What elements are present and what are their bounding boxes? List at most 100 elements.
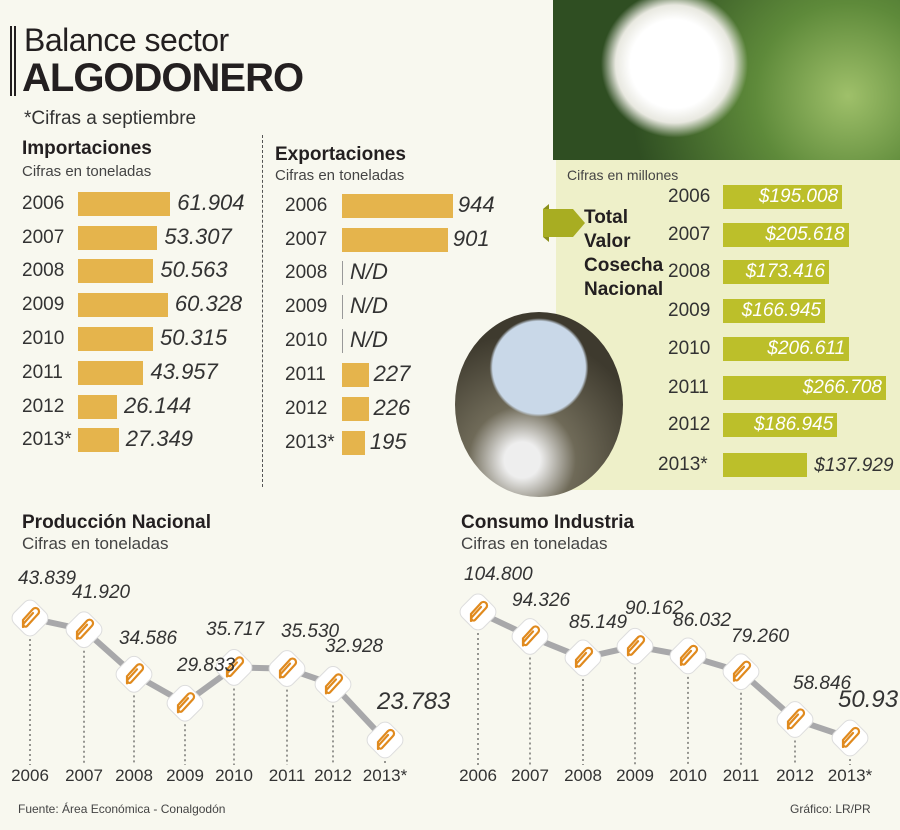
paperclip-icon: [564, 639, 602, 677]
imports-year-label: 2011: [22, 362, 63, 383]
credit: Gráfico: LR/PR: [790, 802, 871, 816]
exports-year-label: 2011: [285, 364, 326, 385]
imports-value-label: 50.563: [160, 257, 228, 282]
exports-bar: [342, 194, 453, 218]
exports-value-label: N/D: [350, 327, 388, 352]
imports-title: Importaciones: [22, 138, 152, 159]
exports-bar: [342, 431, 365, 455]
consumo-value-label: 90.162: [625, 598, 684, 620]
imports-subtitle: Cifras en toneladas: [22, 163, 152, 180]
divider: [262, 135, 263, 487]
paperclip-icon: [616, 627, 654, 665]
cosecha-bar: [723, 453, 808, 477]
imports-value-label: 60.328: [174, 291, 243, 316]
cosecha-bar: [723, 337, 850, 361]
exports-year-label: 2013*: [285, 432, 335, 453]
exports-bar: [342, 228, 448, 252]
exports-value-label: 901: [452, 226, 490, 251]
consumo-value-label: 86.032: [673, 609, 732, 631]
cosecha-value-label: $166.945: [741, 300, 821, 321]
produccion-subtitle: Cifras en toneladas: [22, 534, 169, 553]
cosecha-value-label: $137.929: [814, 455, 894, 476]
cosecha-year-label: 2008: [668, 261, 711, 282]
imports-bar: [78, 259, 154, 283]
produccion-year-label: 2012: [314, 766, 352, 785]
imports-bar: [78, 293, 168, 317]
consumo-year-label: 2006: [459, 766, 497, 785]
paperclip-icon: [511, 618, 549, 655]
imports-value-label: 27.349: [125, 426, 194, 451]
produccion-year-label: 2010: [215, 766, 253, 785]
imports-year-label: 2010: [22, 328, 65, 349]
imports-bar: [78, 226, 158, 250]
paperclip-icon: [314, 665, 352, 703]
exports-year-label: 2008: [285, 262, 328, 283]
consumo-value-label: 79.260: [731, 625, 790, 647]
exports-value-label: 195: [369, 429, 407, 454]
cosecha-bar: [723, 413, 838, 437]
imports-value-label: 61.904: [177, 190, 245, 215]
exports-year-label: 2009: [285, 296, 328, 317]
imports-bar: [78, 361, 144, 385]
paperclip-icon: [669, 637, 707, 675]
cosecha-year-label: 2007: [668, 224, 711, 245]
imports-bar: [78, 428, 119, 452]
produccion-value-label: 32.928: [325, 636, 384, 658]
paperclip-icon: [166, 684, 204, 722]
exports-value-label: 227: [373, 361, 411, 386]
cosecha-year-label: 2009: [668, 300, 711, 321]
imports-bar: [78, 327, 153, 351]
cosecha-bar: [723, 299, 825, 323]
cotton-boll-photo: [553, 0, 900, 160]
paperclip-icon: [268, 650, 306, 687]
imports-year-label: 2008: [22, 260, 65, 281]
produccion-year-label: 2009: [166, 766, 204, 785]
exports-nd-line: [342, 329, 343, 353]
paperclip-icon: [115, 655, 153, 693]
exports-nd-line: [342, 295, 343, 319]
exports-title: Exportaciones: [275, 144, 406, 165]
cosecha-subtitle: Cifras en millones: [567, 167, 679, 183]
cosecha-value-label: $266.708: [802, 377, 882, 398]
consumo-value-label: 104.800: [464, 563, 533, 585]
exports-value-label: N/D: [350, 259, 388, 284]
exports-year-label: 2010: [285, 330, 328, 351]
source: Fuente: Área Económica - Conalgodón: [18, 802, 226, 816]
cosecha-year-label: 2013*: [658, 454, 708, 475]
consumo-value-label: 58.846: [793, 673, 852, 695]
imports-bar: [78, 395, 117, 419]
cosecha-year-label: 2011: [668, 377, 709, 398]
consumo-year-label: 2011: [722, 766, 760, 785]
produccion-year-label: 2013*: [362, 766, 408, 785]
produccion-year-label: 2008: [115, 766, 153, 785]
title-line-1: Balance sector: [24, 22, 229, 58]
consumo-year-label: 2010: [669, 766, 707, 785]
cosecha-title: Total Valor Cosecha Nacional: [584, 207, 664, 300]
consumo-year-label: 2012: [776, 766, 814, 785]
imports-year-label: 2012: [22, 396, 65, 417]
imports-year-label: 2007: [22, 227, 65, 248]
imports-value-label: 26.144: [123, 393, 192, 418]
produccion-year-label: 2011: [268, 766, 306, 785]
exports-subtitle: Cifras en toneladas: [275, 167, 405, 184]
note: *Cifras a septiembre: [24, 108, 197, 129]
title-accent-bar: [10, 26, 16, 96]
cosecha-year-label: 2012: [668, 414, 711, 435]
produccion-value-label: 34.586: [119, 628, 178, 650]
produccion-year-label: 2007: [65, 766, 103, 785]
exports-value-label: N/D: [350, 293, 388, 318]
imports-bar: [78, 192, 171, 216]
exports-year-label: 2012: [285, 398, 328, 419]
cosecha-value-label: $206.611: [767, 338, 846, 359]
consumo-year-label: 2009: [616, 766, 654, 785]
paperclip-icon: [215, 649, 253, 686]
imports-value-label: 53.307: [164, 224, 232, 249]
paperclip-icon: [831, 719, 869, 757]
paperclip-icon: [722, 653, 760, 691]
produccion-value-label: 23.783: [377, 688, 451, 715]
imports-value-label: 43.957: [150, 359, 218, 384]
produccion-value-label: 35.717: [206, 619, 265, 641]
paperclip-icon: [65, 611, 103, 649]
exports-year-label: 2006: [285, 195, 328, 216]
